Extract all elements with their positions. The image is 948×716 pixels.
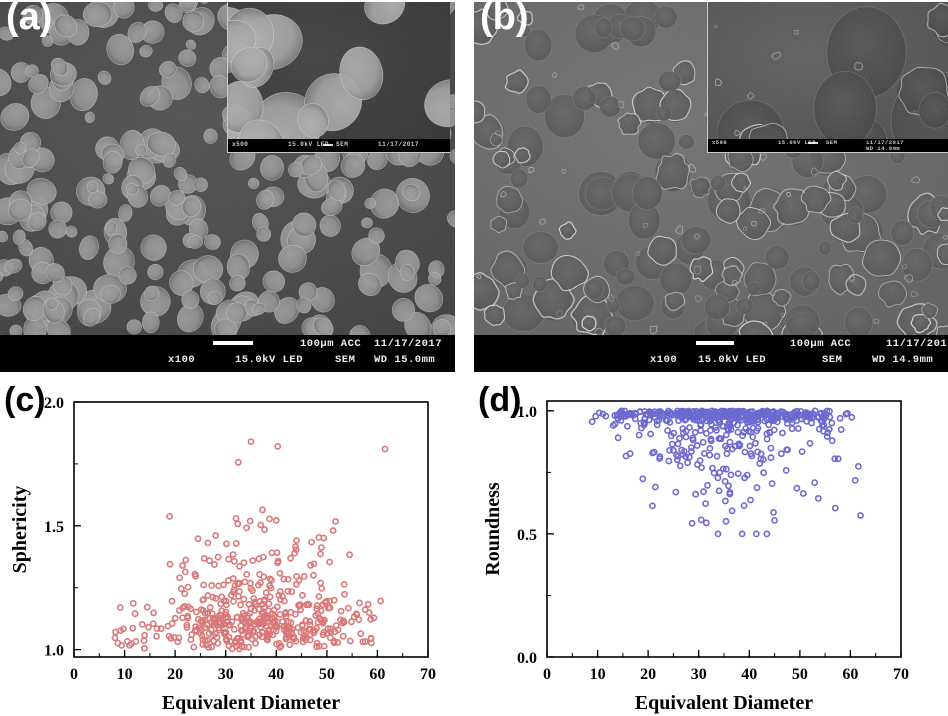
svg-text:Equivalent Diameter: Equivalent Diameter bbox=[162, 692, 340, 714]
svg-text:50: 50 bbox=[319, 666, 335, 683]
svg-text:30: 30 bbox=[218, 666, 234, 683]
svg-text:60: 60 bbox=[842, 666, 858, 683]
svg-text:1.0: 1.0 bbox=[44, 643, 64, 660]
svg-text:20: 20 bbox=[640, 666, 656, 683]
svg-text:60: 60 bbox=[369, 666, 385, 683]
svg-text:20: 20 bbox=[167, 666, 183, 683]
svg-text:2.0: 2.0 bbox=[44, 395, 64, 412]
svg-text:Roundness: Roundness bbox=[482, 482, 504, 576]
svg-text:Sphericity: Sphericity bbox=[9, 486, 31, 574]
svg-text:Equivalent Diameter: Equivalent Diameter bbox=[635, 692, 813, 714]
svg-text:10: 10 bbox=[590, 666, 606, 683]
svg-text:40: 40 bbox=[741, 666, 757, 683]
svg-text:50: 50 bbox=[792, 666, 808, 683]
svg-text:30: 30 bbox=[691, 666, 707, 683]
svg-text:10: 10 bbox=[117, 666, 133, 683]
svg-text:70: 70 bbox=[420, 666, 436, 683]
svg-text:0: 0 bbox=[543, 666, 551, 683]
svg-text:40: 40 bbox=[268, 666, 284, 683]
svg-text:0.5: 0.5 bbox=[517, 527, 537, 544]
svg-text:70: 70 bbox=[893, 666, 909, 683]
svg-text:0.0: 0.0 bbox=[517, 650, 537, 667]
svg-text:1.5: 1.5 bbox=[44, 519, 64, 536]
svg-text:0: 0 bbox=[70, 666, 78, 683]
